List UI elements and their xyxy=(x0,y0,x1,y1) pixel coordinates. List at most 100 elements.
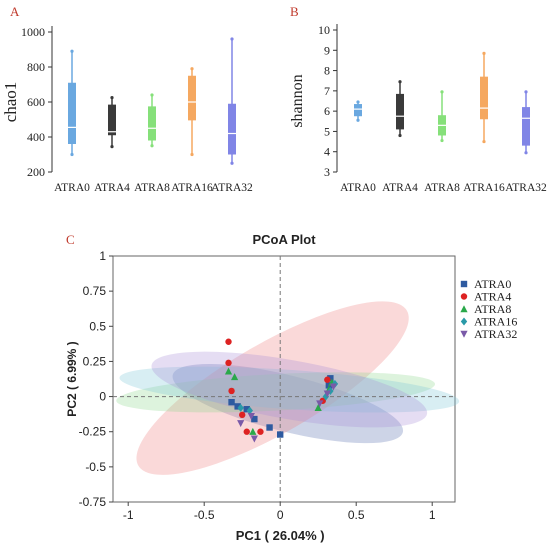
pcoa-plot: -1 -0.5 0 0.5 1 -0.75 -0.5 -0.25 0 0.25 0.5 0.75 1 PC… xyxy=(65,232,517,543)
shannon-whisker-cap xyxy=(524,90,528,94)
pcoa-frame xyxy=(112,255,456,503)
shannon-whisker-cap xyxy=(482,51,486,55)
point-atra8 xyxy=(249,427,257,435)
chao1-y-tick-label: 600 xyxy=(27,95,45,109)
point-atra16 xyxy=(246,406,253,415)
shannon-y-label: shannon xyxy=(289,74,306,127)
chao1-whisker-cap xyxy=(190,67,194,71)
shannon-whisker-cap xyxy=(524,151,528,155)
chao1-whisker-cap xyxy=(70,152,74,157)
shannon-whisker-cap xyxy=(482,139,486,144)
point-atra0 xyxy=(327,375,334,382)
chao1-whisker-cap xyxy=(230,161,234,165)
shannon-y-tick-label: 3 xyxy=(324,165,330,179)
shannon-y-tick-label: 10 xyxy=(318,23,330,37)
shannon-whisker-cap xyxy=(440,138,444,143)
legend-label-atra8: ATRA8 xyxy=(474,302,511,316)
chao1-y-tick-label: 800 xyxy=(27,60,45,74)
legend-marker-atra4 xyxy=(460,293,468,300)
point-atra0 xyxy=(234,403,241,410)
shannon-whisker-cap xyxy=(356,100,360,104)
ellipse-atra16 xyxy=(119,366,460,413)
pcoa-y-label: PC2 ( 6.99% ) xyxy=(65,341,79,416)
shannon-y-tick-label: 7 xyxy=(324,84,330,98)
point-atra4 xyxy=(225,359,232,367)
point-atra32 xyxy=(237,420,245,428)
point-atra0 xyxy=(251,415,258,423)
legend-label-atra16: ATRA16 xyxy=(474,315,517,329)
point-atra8 xyxy=(224,367,233,375)
point-atra0 xyxy=(277,431,284,438)
ellipse-atra32 xyxy=(151,351,428,428)
pcoa-x-label: PC1 ( 26.04% ) xyxy=(236,528,325,543)
chao1-x-tick-label: ATRA0 xyxy=(54,182,90,194)
chao1-whisker-cap xyxy=(70,49,74,53)
chao1-box xyxy=(148,106,156,141)
pcoa-y-tick-label: 0.5 xyxy=(89,319,106,333)
chao1-whisker-cap xyxy=(110,96,114,100)
shannon-y-tick-label: 5 xyxy=(324,124,330,138)
shannon-y-tick-label: 8 xyxy=(324,64,330,78)
chao1-x-tick-label: ATRA16 xyxy=(171,182,213,194)
legend-marker-atra0 xyxy=(460,280,468,288)
point-atra4 xyxy=(239,411,246,419)
pcoa-x-tick-label: 1 xyxy=(429,508,436,522)
shannon-whisker-cap xyxy=(440,90,444,94)
chao1-y-tick-label: 200 xyxy=(27,165,45,179)
chao1-box xyxy=(68,82,76,144)
chao1-whisker-cap xyxy=(190,152,194,157)
legend-marker-atra32 xyxy=(460,330,468,338)
point-atra0 xyxy=(228,398,235,406)
pcoa-y-tick-label: -0.5 xyxy=(85,460,106,474)
pcoa-x-tick-label: -1 xyxy=(123,508,134,522)
chao1-x-tick-label: ATRA8 xyxy=(134,182,170,194)
shannon-whisker-cap xyxy=(398,133,402,138)
shannon-box xyxy=(396,93,404,130)
point-atra8 xyxy=(314,404,322,412)
legend-label-atra0: ATRA0 xyxy=(474,277,511,291)
chao1-y-tick-label: 1000 xyxy=(21,25,45,39)
shannon-box xyxy=(354,104,362,117)
shannon-box xyxy=(522,107,530,146)
point-atra8 xyxy=(231,373,239,381)
pcoa-title: PCoA Plot xyxy=(252,232,316,247)
pcoa-x-tick-label: 0.5 xyxy=(348,508,365,522)
pcoa-y-tick-label: 0.75 xyxy=(83,284,107,298)
point-atra0 xyxy=(266,424,273,431)
panel-label-c: C xyxy=(66,232,75,247)
shannon-whisker-cap xyxy=(356,118,360,122)
chao1-box xyxy=(228,103,236,155)
ellipse-atra8 xyxy=(116,372,436,413)
point-atra16 xyxy=(237,403,244,412)
pcoa-y-tick-label: -0.75 xyxy=(79,495,107,509)
pcoa-y-tick-label: 0 xyxy=(99,390,106,404)
chao1-whisker-cap xyxy=(150,144,154,148)
ellipse-atra4 xyxy=(136,301,409,475)
panel-label-b: B xyxy=(290,4,299,19)
panel-label-a: A xyxy=(10,4,20,19)
chao1-x-tick-label: ATRA32 xyxy=(211,182,253,194)
chao1-whisker-cap xyxy=(230,37,234,41)
chao1-y-tick-label: 400 xyxy=(27,130,45,144)
point-atra4 xyxy=(243,428,250,435)
pcoa-y-tick-label: -0.25 xyxy=(79,425,107,439)
shannon-boxplot: 3 4 5 6 7 8 9 10 shannon ATRA0 ATRA4 ATRA8 ATRA16 ATR… xyxy=(289,23,547,194)
ellipse-atra0 xyxy=(172,364,404,444)
point-atra0 xyxy=(243,406,250,413)
legend-label-atra32: ATRA32 xyxy=(474,327,517,341)
legend-marker-atra8 xyxy=(460,305,468,313)
chao1-y-label: chao1 xyxy=(1,82,20,123)
chao1-x-tick-label: ATRA4 xyxy=(94,182,130,194)
point-atra4 xyxy=(324,376,331,383)
point-atra32 xyxy=(316,400,324,408)
pcoa-y-tick-label: 1 xyxy=(99,249,106,263)
pcoa-x-tick-label: 0 xyxy=(277,508,284,522)
shannon-x-tick-label: ATRA16 xyxy=(463,182,505,194)
point-atra32 xyxy=(329,383,337,391)
shannon-x-tick-label: ATRA4 xyxy=(382,182,418,194)
chao1-whisker-cap xyxy=(150,93,154,97)
shannon-x-tick-label: ATRA0 xyxy=(340,182,376,194)
point-atra16 xyxy=(322,392,329,401)
shannon-y-tick-label: 4 xyxy=(324,145,330,159)
legend-marker-atra16 xyxy=(460,317,468,326)
